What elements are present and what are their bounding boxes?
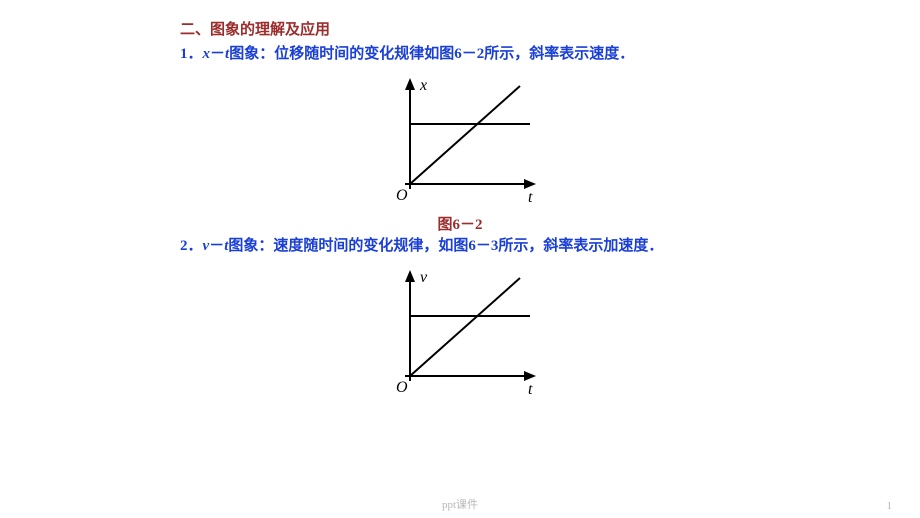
item1-x: x [203, 46, 211, 62]
fig1-origin: O [396, 187, 408, 204]
item1-text: 图象：位移随时间的变化规律如图6－2所示，斜率表示速度． [229, 46, 634, 62]
item1-number: 1． [180, 46, 203, 62]
fig2-y-label: v [420, 269, 428, 286]
figure1-svg: x t O [380, 74, 540, 209]
item2-line: 2．v－t图象：速度随时间的变化规律，如图6－3所示，斜率表示加速度． [180, 234, 920, 258]
fig1-y-label: x [419, 77, 427, 94]
figure2-wrap: v t O [0, 258, 920, 405]
item2-text: 图象：速度随时间的变化规律，如图6－3所示，斜率表示加速度． [228, 238, 663, 254]
item2-dash: － [209, 238, 224, 254]
fig1-x-label: t [528, 189, 533, 206]
item1-dash: － [210, 46, 225, 62]
fig2-slope-line [410, 278, 520, 376]
figure2-svg: v t O [380, 266, 540, 401]
footer-text: ppt课件 [0, 496, 920, 512]
figure1-label: 图6－2 [0, 213, 920, 234]
fig2-origin: O [396, 379, 408, 396]
page-number: 1 [887, 500, 893, 512]
item2-number: 2． [180, 238, 203, 254]
figure1-wrap: x t O [0, 66, 920, 213]
section-title: 二、图象的理解及应用 [180, 18, 920, 42]
fig1-slope-line [410, 86, 520, 184]
fig2-x-label: t [528, 381, 533, 398]
item1-line: 1．x－t图象：位移随时间的变化规律如图6－2所示，斜率表示速度． [180, 42, 920, 66]
slide-content: 二、图象的理解及应用 1．x－t图象：位移随时间的变化规律如图6－2所示，斜率表… [0, 0, 920, 405]
